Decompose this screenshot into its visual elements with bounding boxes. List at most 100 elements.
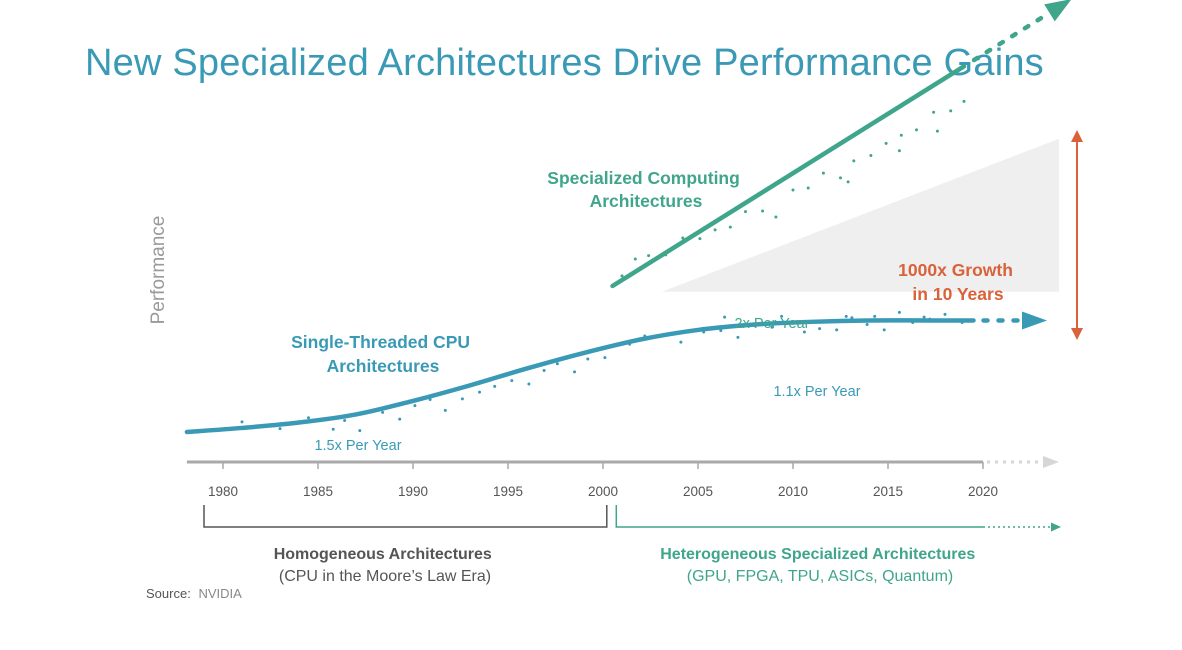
specialized-data-point — [962, 99, 966, 103]
cpu-data-point — [586, 357, 590, 361]
specialized-data-point — [681, 236, 685, 240]
x-tick-label: 2005 — [683, 484, 713, 499]
specialized-data-point — [949, 109, 953, 113]
growth-triangle — [661, 138, 1059, 292]
cpu-arrowhead — [1022, 311, 1047, 330]
heterogeneous-label: Heterogeneous Specialized Architectures … — [660, 546, 980, 585]
specialized-label-line-2: Architectures — [590, 191, 703, 211]
specialized-data-point — [791, 188, 795, 192]
specialized-data-point — [761, 209, 765, 213]
cpu-label-line-1: Single-Threaded CPU — [291, 332, 470, 352]
x-tick-label: 2010 — [778, 484, 808, 499]
cpu-data-point — [679, 340, 683, 344]
x-ticks: 1980 1985 1990 1995 2000 2005 2010 2015 2020 — [208, 462, 998, 499]
cpu-data-point — [873, 314, 877, 318]
cpu-data-point — [818, 327, 822, 331]
cpu-data-point — [780, 314, 784, 318]
cpu-data-point — [527, 382, 531, 386]
x-tick-label: 2020 — [968, 484, 998, 499]
heterogeneous-label-line-2: (GPU, FPGA, TPU, ASICs, Quantum) — [687, 568, 953, 585]
specialized-trend-extension — [971, 10, 1052, 63]
cpu-data-point — [736, 335, 740, 339]
specialized-data-point — [915, 128, 918, 132]
cpu-data-point — [478, 390, 481, 394]
specialized-data-point — [806, 186, 810, 190]
specialized-data-point — [884, 141, 888, 145]
specialized-data-point — [633, 257, 637, 261]
specialized-data-point — [620, 274, 624, 278]
cpu-data-point — [573, 370, 576, 374]
cpu-series-label: Single-Threaded CPU Architectures — [291, 332, 475, 376]
heterogeneous-label-line-1: Heterogeneous Specialized Architectures — [660, 546, 975, 563]
cpu-data-point — [493, 384, 497, 388]
specialized-data-point — [647, 254, 651, 258]
specialized-arrowhead — [1044, 0, 1071, 22]
specialized-data-point — [728, 225, 732, 229]
cpu-data-point — [307, 416, 310, 420]
x-tick-label: 1990 — [398, 484, 428, 499]
cpu-data-point — [240, 420, 244, 424]
cpu-data-point — [922, 315, 926, 319]
growth-label-line-2: in 10 Years — [912, 284, 1003, 304]
cpu-label-line-2: Architectures — [327, 356, 440, 376]
specialized-data-point — [869, 154, 873, 158]
specialized-rate-label: 2x Per Year — [735, 316, 810, 332]
x-tick-label: 1980 — [208, 484, 238, 499]
specialized-data-point — [713, 228, 717, 232]
cpu-rate-label: 1.5x Per Year — [314, 438, 401, 454]
cpu-data-point — [381, 410, 385, 414]
cpu-data-point — [770, 325, 774, 329]
specialized-data-point — [698, 237, 702, 241]
specialized-data-point — [897, 149, 901, 153]
x-tick-label: 1995 — [493, 484, 523, 499]
cpu-trend-line — [184, 318, 976, 435]
specialized-trend-line — [610, 64, 967, 289]
specialized-scatter — [620, 99, 966, 278]
growth-label-line-1: 1000x Growth — [898, 260, 1013, 280]
x-tick-label: 2000 — [588, 484, 618, 499]
cpu-data-point — [343, 419, 347, 423]
cpu-data-point — [897, 310, 901, 314]
cpu-data-point — [278, 427, 282, 431]
specialized-data-point — [839, 176, 842, 180]
cpu-late-rate-label: 1.1x Per Year — [773, 384, 860, 400]
specialized-data-point — [774, 215, 778, 219]
specialized-label-line-1: Specialized Computing — [547, 168, 740, 188]
cpu-data-point — [443, 408, 447, 412]
cpu-data-point — [719, 329, 723, 333]
cpu-data-point — [555, 362, 559, 366]
heterogeneous-bracket — [615, 505, 983, 528]
cpu-data-point — [413, 404, 417, 408]
cpu-data-point — [460, 397, 464, 401]
page-title: New Specialized Architectures Drive Perf… — [85, 42, 1044, 84]
cpu-data-point — [865, 323, 869, 327]
x-axis-arrowhead — [1043, 456, 1059, 468]
cpu-data-point — [331, 427, 335, 431]
cpu-data-point — [943, 312, 947, 316]
homogeneous-label-line-2: (CPU in the Moore’s Law Era) — [279, 568, 491, 585]
cpu-data-point — [510, 379, 514, 383]
cpu-data-point — [802, 330, 806, 334]
homogeneous-label-line-1: Homogeneous Architectures — [274, 546, 492, 563]
growth-label: 1000x Growth in 10 Years — [898, 260, 1018, 304]
specialized-data-point — [852, 159, 856, 163]
cpu-data-point — [882, 328, 886, 332]
cpu-data-point — [603, 356, 607, 360]
specialized-data-point — [744, 210, 747, 214]
cpu-data-point — [723, 315, 727, 319]
growth-arrowhead-top — [1071, 130, 1083, 142]
cpu-data-point — [398, 417, 402, 421]
cpu-data-point — [844, 314, 848, 318]
homogeneous-bracket — [203, 505, 608, 528]
specialized-data-point — [899, 133, 903, 137]
y-axis-label: Performance — [148, 216, 169, 325]
heterogeneous-arrowhead — [1051, 522, 1061, 532]
cpu-data-point — [835, 328, 839, 332]
source-note: Source: NVIDIA — [146, 586, 242, 601]
cpu-data-point — [542, 368, 546, 372]
x-tick-label: 2015 — [873, 484, 903, 499]
cpu-data-point — [358, 429, 362, 433]
homogeneous-label: Homogeneous Architectures (CPU in the Mo… — [274, 546, 497, 585]
